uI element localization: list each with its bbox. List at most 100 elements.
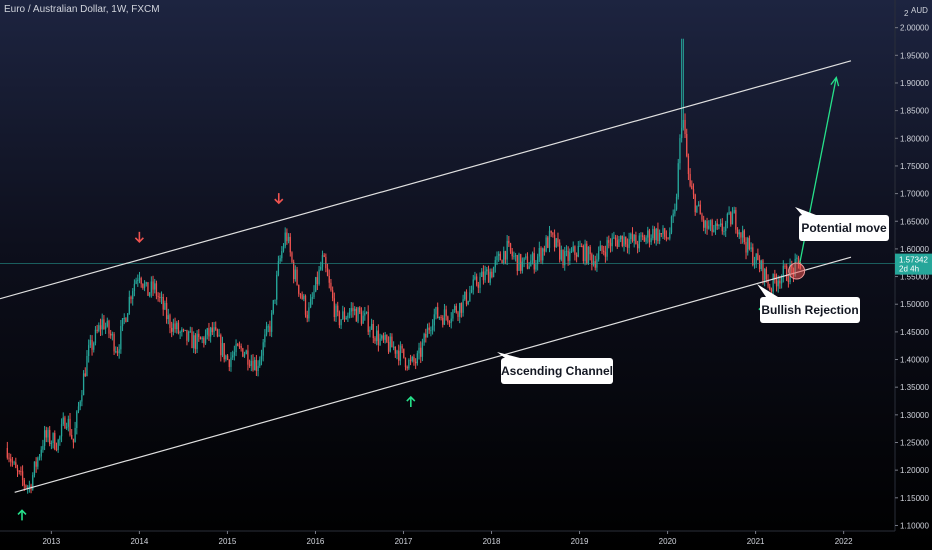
candle-body [504, 251, 507, 260]
candle-body [620, 235, 622, 240]
candle-body [55, 449, 58, 451]
candle-body [601, 245, 603, 251]
candle-body [703, 219, 705, 228]
candle-body [555, 238, 557, 248]
candle-body [437, 307, 439, 318]
candle-body [531, 253, 534, 261]
bullish-rejection-callout-box[interactable] [760, 297, 860, 323]
y-tick-label: 1.65000 [900, 217, 929, 226]
candle-body [264, 334, 266, 343]
candle-body [469, 292, 471, 301]
candle-body [738, 232, 740, 235]
candle-body [567, 250, 569, 261]
channel-upper-line[interactable] [0, 60, 852, 300]
candle-body [79, 401, 81, 407]
candle-body [320, 266, 322, 270]
candle-body [450, 318, 452, 323]
candle-body [35, 461, 37, 467]
candle-body [736, 229, 739, 235]
candle-body [492, 267, 495, 278]
candle-body [287, 236, 290, 242]
candle-body [589, 246, 591, 255]
candle-body [369, 329, 371, 332]
x-tick-label: 2013 [42, 537, 60, 546]
candle-body [67, 418, 69, 427]
candle-body [333, 298, 335, 318]
candle-body [447, 316, 449, 323]
candle-body [760, 260, 762, 270]
candle-body [694, 194, 696, 213]
candle-body [362, 315, 364, 324]
candle-body [413, 356, 415, 362]
candle-body [658, 233, 661, 242]
rejection-highlight-circle[interactable] [788, 262, 806, 280]
candle-body [135, 280, 137, 284]
candle-body [49, 429, 51, 444]
candle-body [177, 322, 180, 334]
x-tick-label: 2019 [571, 537, 589, 546]
candle-body [120, 326, 122, 350]
candle-body [514, 255, 517, 257]
candle-body [664, 228, 666, 237]
candle-body [572, 246, 574, 252]
candle-body [503, 251, 505, 264]
candle-body [103, 319, 105, 329]
candle-body [706, 221, 708, 229]
candle-body [213, 327, 215, 333]
candle-body [37, 457, 39, 467]
candle-body [348, 311, 351, 316]
candle-body [538, 248, 540, 257]
candle-body [518, 254, 520, 271]
potential-move-callout-text: Potential move [801, 221, 887, 235]
candle-body [452, 310, 454, 319]
candle-body [697, 204, 700, 206]
candle-body [653, 228, 656, 241]
candle-body [52, 433, 54, 444]
candle-body [550, 230, 552, 233]
candle-body [691, 185, 693, 189]
candle-body [299, 293, 302, 295]
candle-body [154, 283, 156, 290]
candle-body [604, 252, 607, 257]
candle-body [286, 232, 288, 242]
candle-body [606, 240, 608, 257]
ascending-channel-callout-box[interactable] [501, 358, 613, 384]
potential-move-callout-box[interactable] [799, 215, 889, 241]
candle-body [370, 324, 373, 330]
candle-body [652, 228, 654, 239]
candle-body [157, 295, 159, 297]
candle-body [142, 283, 144, 288]
candle-body [289, 236, 291, 253]
candle-body [645, 237, 647, 242]
candle-body [581, 245, 583, 247]
candle-body [467, 300, 469, 305]
candle-body [311, 297, 313, 299]
candle-body [337, 305, 339, 313]
candle-body [630, 233, 632, 240]
y-tick-label: 1.70000 [900, 190, 929, 199]
candle-body [528, 266, 530, 269]
candle-body [777, 280, 779, 287]
candle-body [355, 308, 357, 322]
symbol-title[interactable]: Euro / Australian Dollar, 1W, FXCM [4, 4, 160, 15]
candle-body [262, 342, 264, 356]
candle-body [71, 434, 73, 439]
candle-body [342, 311, 344, 320]
y-tick-label: 1.20000 [900, 466, 929, 475]
candle-body [174, 323, 176, 330]
candle-body [719, 223, 722, 225]
current-price-countdown: 2d 4h [899, 265, 919, 274]
candle-body [382, 335, 385, 340]
candle-body [545, 237, 547, 252]
candle-body [281, 251, 283, 259]
candle-body [665, 236, 668, 239]
candle-body [669, 232, 671, 239]
candle-body [82, 373, 85, 396]
arrow-up-marker [406, 395, 416, 402]
candle-body [564, 251, 566, 266]
channel-lower-line[interactable] [14, 256, 852, 493]
candle-body [780, 276, 783, 284]
candle-body [257, 365, 259, 371]
